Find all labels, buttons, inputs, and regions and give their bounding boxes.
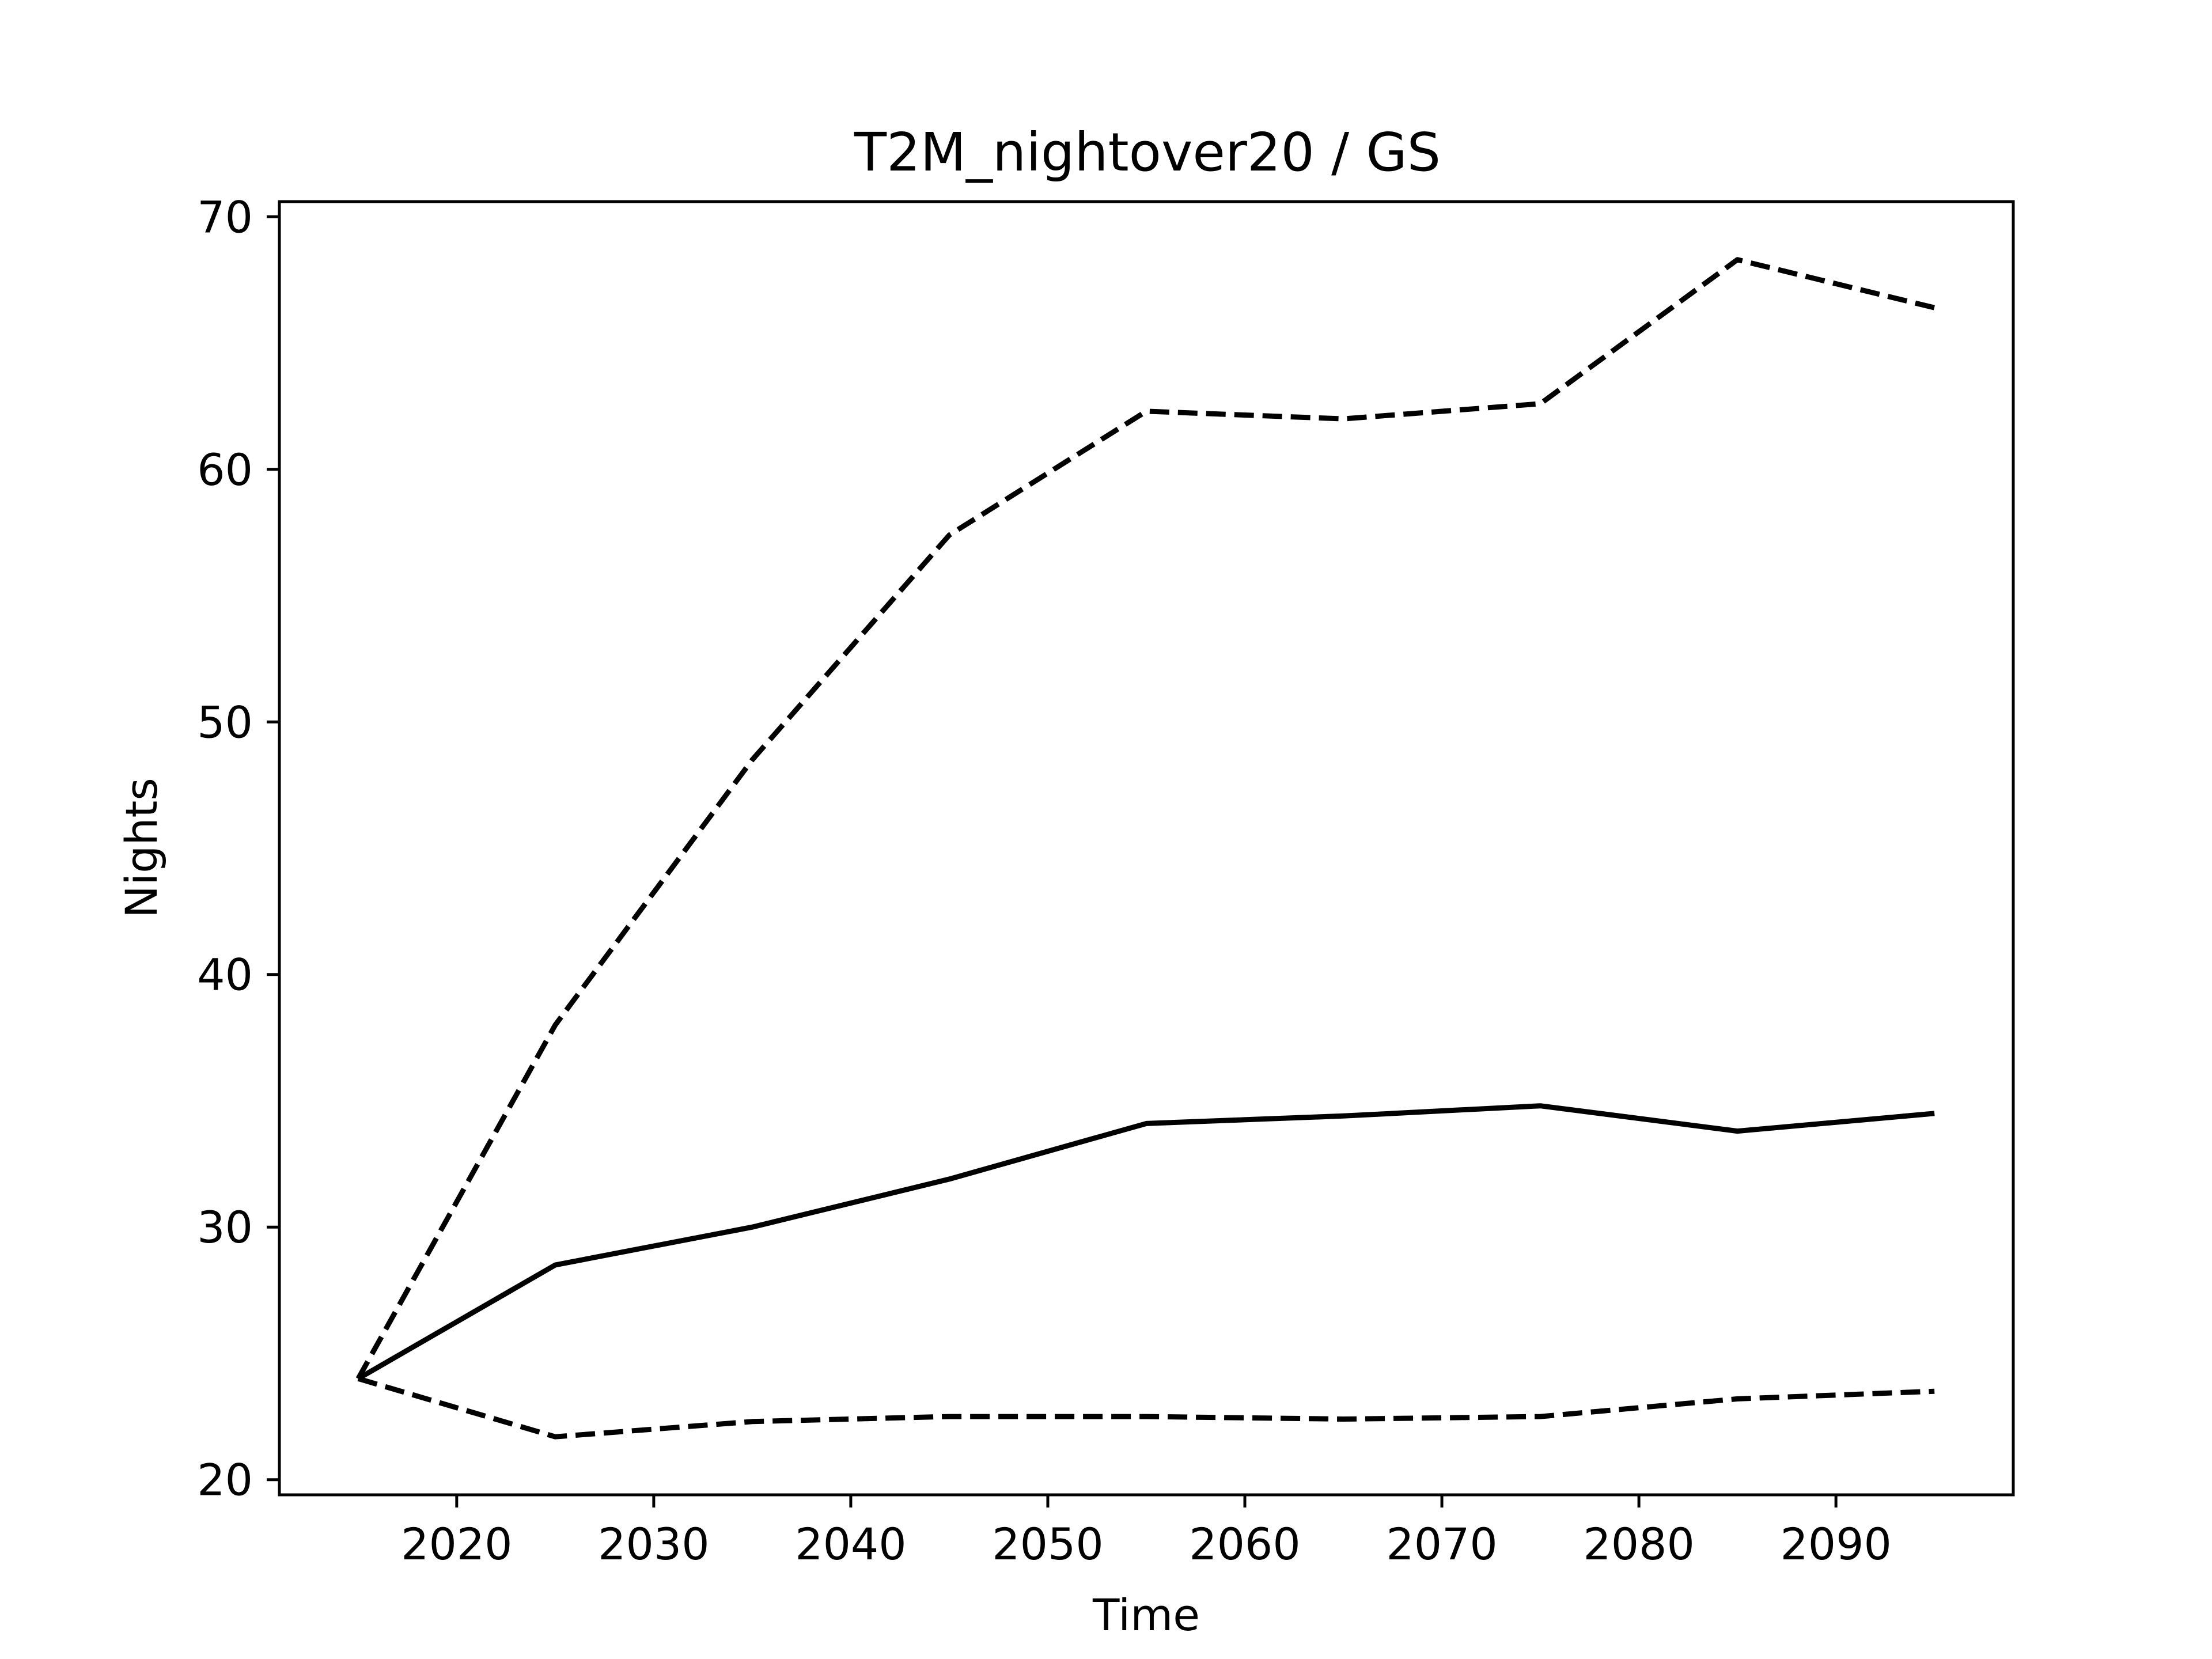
x-tick-label: 2020 — [401, 1518, 512, 1570]
x-tick-label: 2040 — [795, 1518, 906, 1570]
x-axis: 2020 2030 2040 2050 2060 2070 2080 2090 — [401, 1495, 1892, 1570]
x-tick-label: 2080 — [1583, 1518, 1694, 1570]
series-line-3 — [357, 1376, 1935, 1440]
x-axis-label: Time — [1092, 1589, 1200, 1641]
plot-frame — [278, 200, 2015, 1497]
y-tick-label: 70 — [197, 191, 253, 243]
y-tick-label: 40 — [197, 949, 253, 1001]
x-tick-label: 2050 — [992, 1518, 1103, 1570]
x-tick-label: 2060 — [1189, 1518, 1300, 1570]
x-tick-label: 2070 — [1386, 1518, 1497, 1570]
series-line-1 — [357, 1103, 1935, 1381]
chart-title: T2M_nightover20 / GS — [854, 122, 1441, 183]
x-tick-label: 2030 — [598, 1518, 709, 1570]
y-axis: 20 30 40 50 60 70 — [197, 191, 279, 1506]
y-tick-label: 30 — [197, 1202, 253, 1253]
y-tick-label: 20 — [197, 1455, 253, 1506]
plot-area — [355, 257, 1936, 1440]
x-tick-label: 2090 — [1780, 1518, 1891, 1570]
y-axis-label: Nights — [116, 778, 167, 918]
y-tick-label: 60 — [197, 444, 253, 495]
y-tick-label: 50 — [197, 696, 253, 748]
series-line-2 — [355, 257, 1936, 1380]
